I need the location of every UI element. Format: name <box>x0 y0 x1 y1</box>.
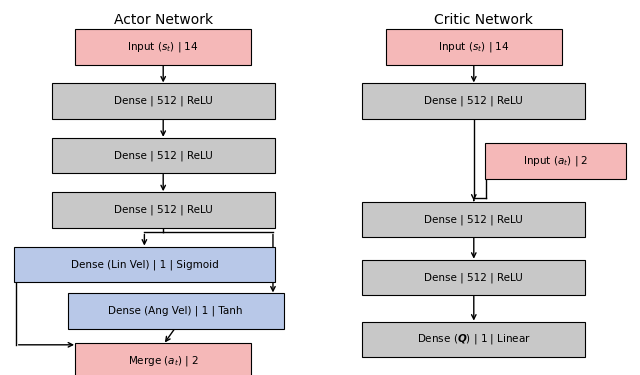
Text: Actor Network: Actor Network <box>114 13 212 27</box>
FancyBboxPatch shape <box>76 29 251 64</box>
FancyBboxPatch shape <box>362 321 585 357</box>
FancyBboxPatch shape <box>362 84 585 119</box>
FancyBboxPatch shape <box>362 202 585 237</box>
FancyBboxPatch shape <box>68 293 284 329</box>
Text: Input ($\boldsymbol{a_t}$) | 2: Input ($\boldsymbol{a_t}$) | 2 <box>523 154 588 168</box>
FancyBboxPatch shape <box>52 192 275 228</box>
Text: Dense | 512 | ReLU: Dense | 512 | ReLU <box>114 205 212 215</box>
Text: Dense (Lin Vel) | 1 | Sigmoid: Dense (Lin Vel) | 1 | Sigmoid <box>70 259 218 270</box>
Text: Critic Network: Critic Network <box>434 13 532 27</box>
Text: Dense ($\boldsymbol{Q}$) | 1 | Linear: Dense ($\boldsymbol{Q}$) | 1 | Linear <box>417 332 531 346</box>
Text: Input ($\boldsymbol{s_t}$) | 14: Input ($\boldsymbol{s_t}$) | 14 <box>438 40 509 54</box>
Text: Dense | 512 | ReLU: Dense | 512 | ReLU <box>424 214 523 225</box>
FancyBboxPatch shape <box>484 144 626 179</box>
FancyBboxPatch shape <box>386 29 562 64</box>
FancyBboxPatch shape <box>362 260 585 296</box>
Text: Dense | 512 | ReLU: Dense | 512 | ReLU <box>114 96 212 106</box>
Text: Input ($\boldsymbol{s_t}$) | 14: Input ($\boldsymbol{s_t}$) | 14 <box>127 40 199 54</box>
FancyBboxPatch shape <box>76 343 251 375</box>
Text: Merge ($\boldsymbol{a_t}$) | 2: Merge ($\boldsymbol{a_t}$) | 2 <box>127 354 199 368</box>
Text: Dense | 512 | ReLU: Dense | 512 | ReLU <box>114 150 212 161</box>
FancyBboxPatch shape <box>14 247 275 282</box>
Text: Dense | 512 | ReLU: Dense | 512 | ReLU <box>424 96 523 106</box>
Text: Dense | 512 | ReLU: Dense | 512 | ReLU <box>424 272 523 283</box>
Text: Dense (Ang Vel) | 1 | Tanh: Dense (Ang Vel) | 1 | Tanh <box>109 306 243 316</box>
FancyBboxPatch shape <box>52 138 275 173</box>
FancyBboxPatch shape <box>52 84 275 119</box>
